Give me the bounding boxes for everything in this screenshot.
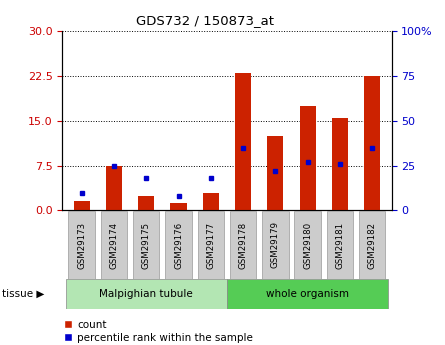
Text: Malpighian tubule: Malpighian tubule [99,289,193,299]
Text: GSM29176: GSM29176 [174,221,183,268]
Text: GSM29178: GSM29178 [239,221,247,268]
Bar [267,136,283,210]
Text: GSM29173: GSM29173 [77,221,86,268]
FancyBboxPatch shape [262,211,289,279]
Text: GSM29182: GSM29182 [368,221,377,268]
Text: GDS732 / 150873_at: GDS732 / 150873_at [136,14,274,27]
Text: GSM29174: GSM29174 [109,221,118,268]
Text: GSM29177: GSM29177 [206,221,215,268]
Bar [138,196,154,210]
FancyBboxPatch shape [69,211,95,279]
Text: GSM29180: GSM29180 [303,221,312,268]
Bar [332,118,348,210]
FancyBboxPatch shape [65,279,227,309]
Bar [73,201,90,210]
FancyBboxPatch shape [227,279,388,309]
FancyBboxPatch shape [198,211,224,279]
FancyBboxPatch shape [165,211,192,279]
Text: whole organism: whole organism [266,289,349,299]
Bar [364,76,380,210]
FancyBboxPatch shape [359,211,385,279]
FancyBboxPatch shape [327,211,353,279]
Bar [299,106,316,210]
Text: tissue ▶: tissue ▶ [2,289,44,299]
Bar [170,203,186,210]
FancyBboxPatch shape [101,211,127,279]
Text: GSM29175: GSM29175 [142,221,151,268]
Text: GSM29181: GSM29181 [336,221,344,268]
FancyBboxPatch shape [133,211,159,279]
FancyBboxPatch shape [295,211,321,279]
Text: GSM29179: GSM29179 [271,221,280,268]
Bar [106,166,122,210]
Bar [203,193,219,210]
Legend: count, percentile rank within the sample: count, percentile rank within the sample [59,316,257,345]
Bar [235,73,251,210]
FancyBboxPatch shape [230,211,256,279]
